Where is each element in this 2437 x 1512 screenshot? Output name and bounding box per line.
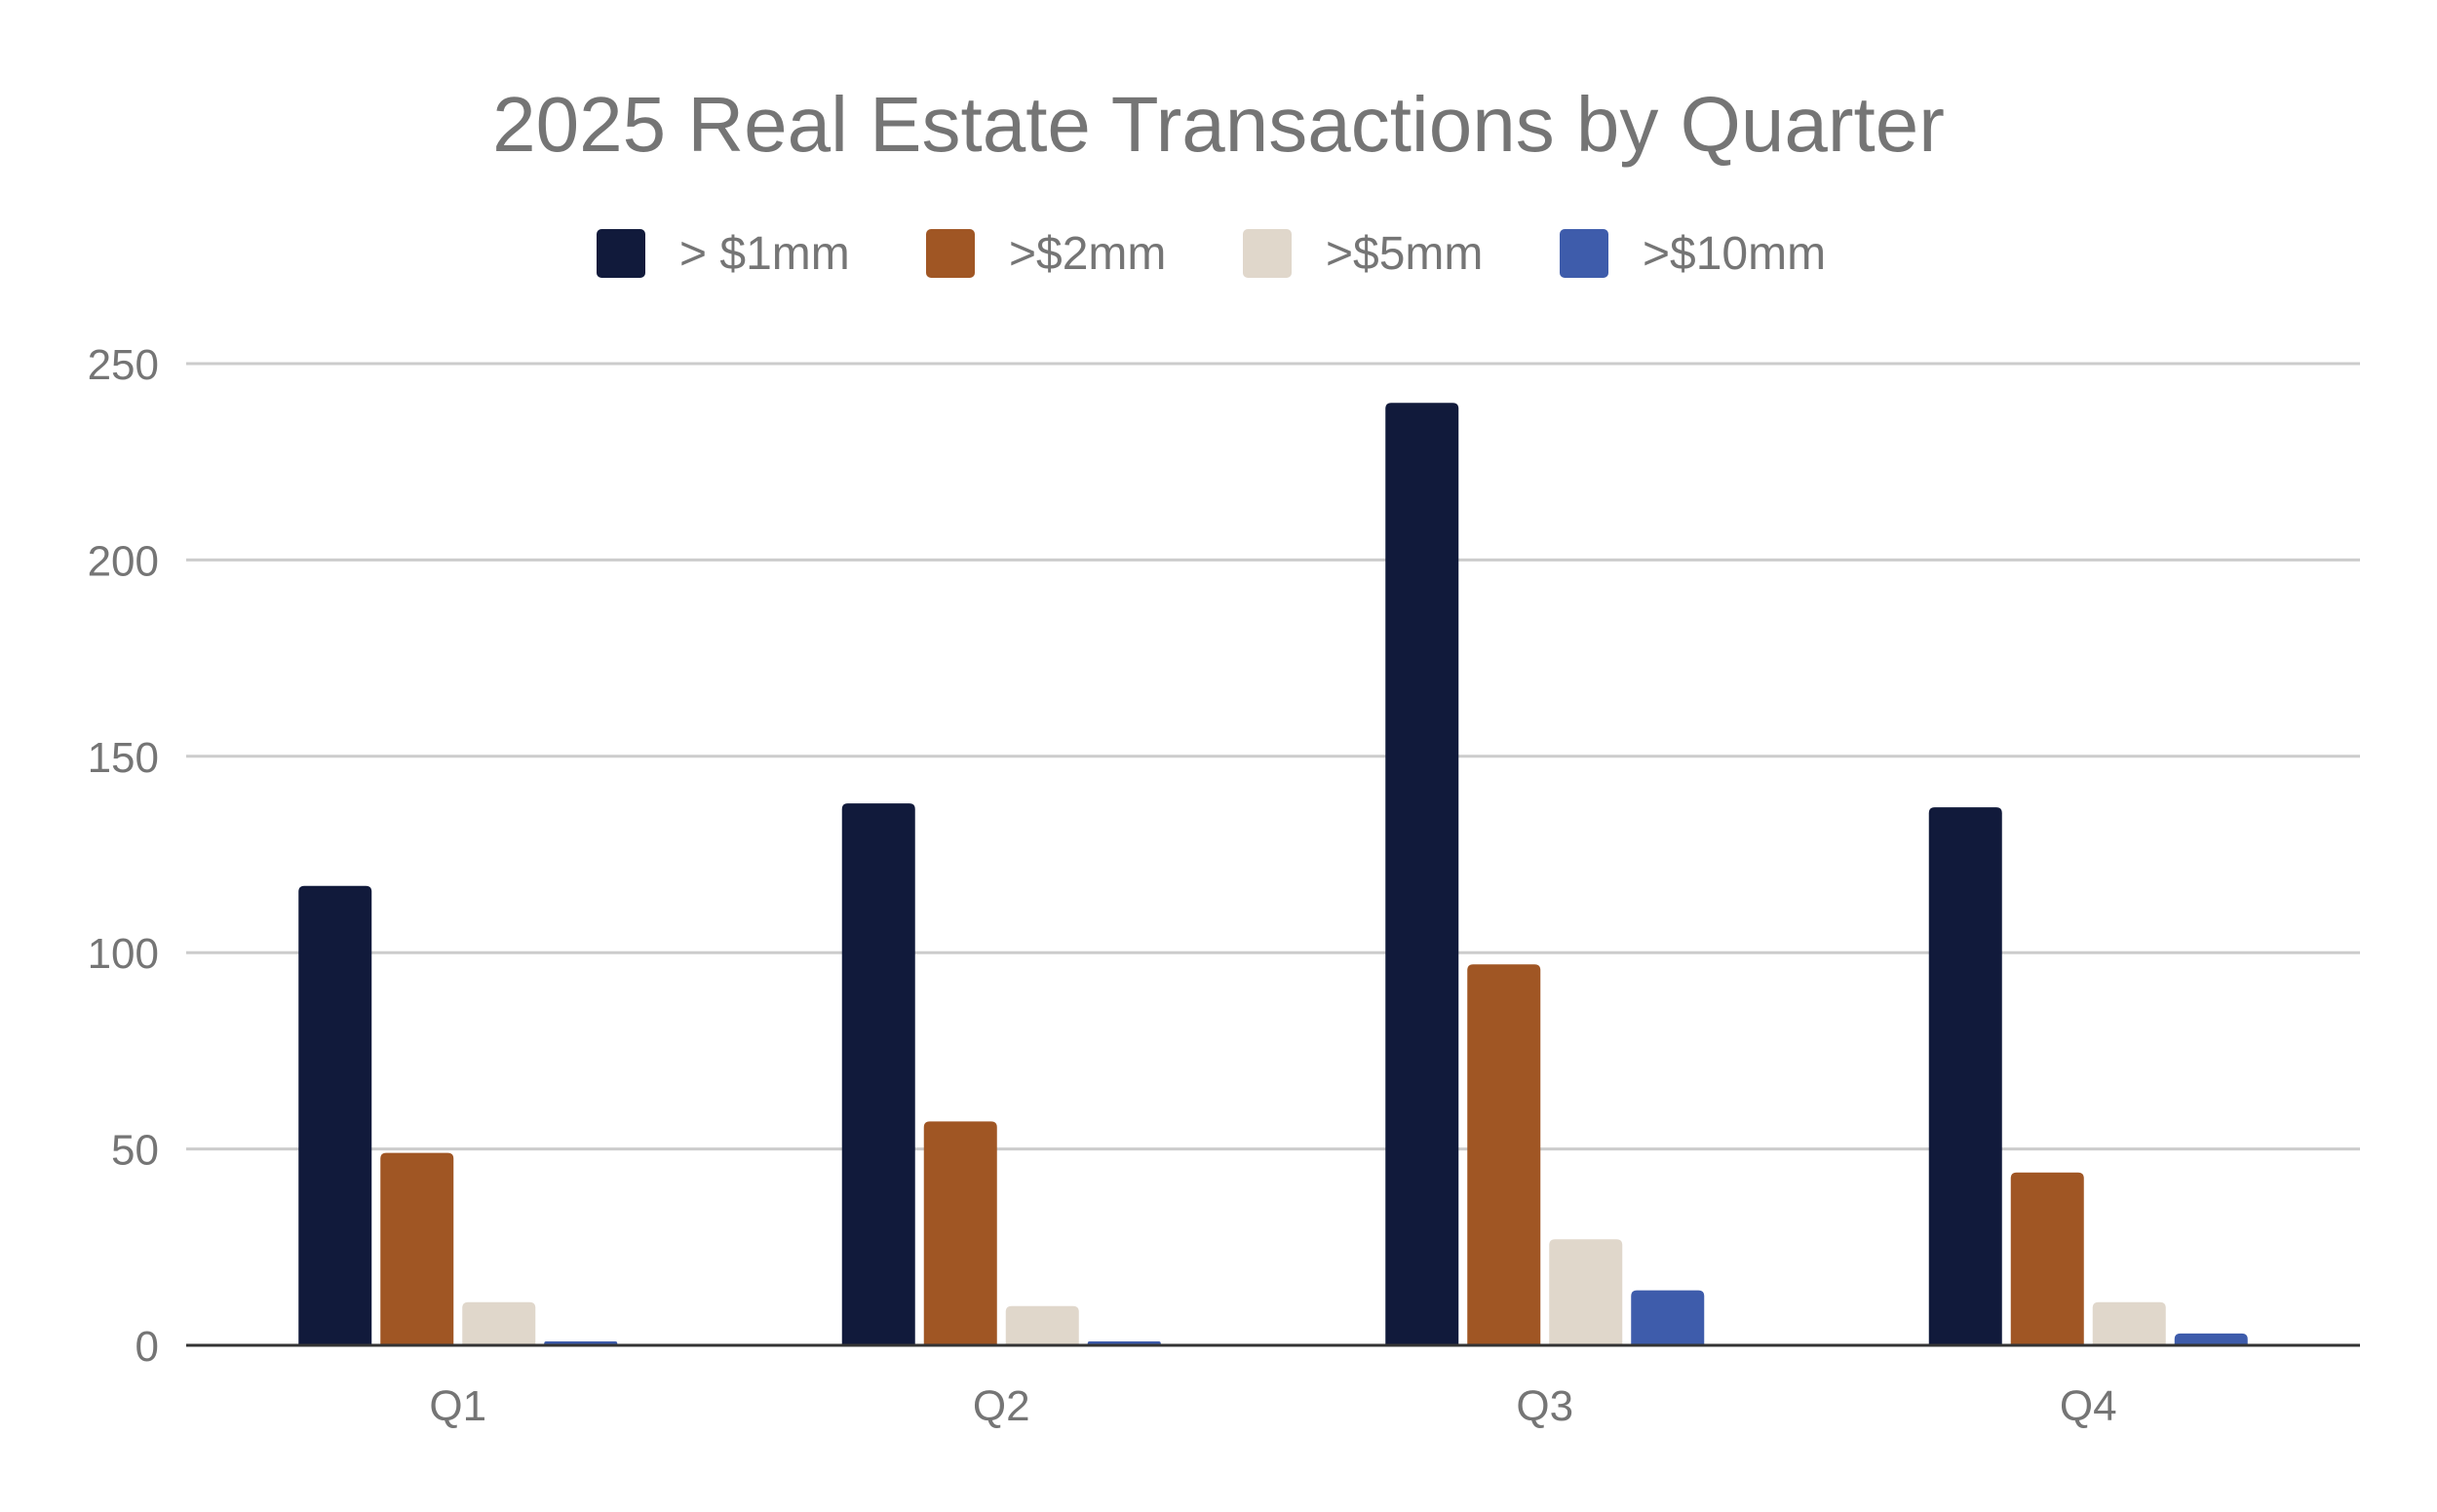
legend-label: >$10mm [1643, 228, 1826, 280]
legend-swatch [1243, 229, 1292, 278]
bars [298, 403, 2248, 1345]
bar-q1-series-1 [380, 1152, 454, 1345]
legend-swatch [926, 229, 975, 278]
legend-item: >$10mm [1560, 228, 1826, 280]
legend-item: > $1mm [597, 228, 850, 280]
legend-item: >$2mm [926, 228, 1166, 280]
bar-q2-series-2 [1005, 1305, 1079, 1345]
x-axis-ticks: Q1 Q2 Q3 Q4 [429, 1382, 2116, 1430]
bar-q4-series-0 [1928, 807, 2002, 1345]
gridlines [186, 362, 2360, 1151]
bar-q4-series-3 [2174, 1333, 2248, 1345]
legend-label: >$5mm [1326, 228, 1483, 280]
y-tick-label: 0 [135, 1323, 159, 1371]
bar-q4-series-1 [2010, 1172, 2084, 1345]
bar-q1-series-0 [298, 885, 372, 1345]
bar-q4-series-2 [2092, 1301, 2166, 1345]
x-tick-label: Q2 [973, 1382, 1030, 1430]
bar-q2-series-0 [841, 803, 915, 1345]
y-tick-label: 50 [111, 1127, 159, 1175]
legend-item: >$5mm [1243, 228, 1483, 280]
x-tick-label: Q3 [1516, 1382, 1573, 1430]
legend: > $1mm >$2mm >$5mm >$10mm [597, 228, 1826, 280]
bar-q3-series-2 [1549, 1239, 1623, 1345]
legend-label: > $1mm [679, 228, 850, 280]
x-tick-label: Q4 [2060, 1382, 2117, 1430]
x-tick-label: Q1 [429, 1382, 486, 1430]
y-tick-label: 150 [88, 734, 159, 782]
chart-title: 2025 Real Estate Transactions by Quarter [492, 81, 1945, 168]
bar-q1-series-2 [462, 1301, 536, 1345]
y-tick-label: 200 [88, 537, 159, 585]
legend-swatch [1560, 229, 1608, 278]
y-tick-label: 100 [88, 930, 159, 978]
y-axis-ticks: 0 50 100 150 200 250 [88, 341, 159, 1371]
bar-q2-series-1 [923, 1121, 997, 1345]
legend-swatch [597, 229, 645, 278]
bar-q3-series-3 [1631, 1290, 1705, 1345]
bar-q3-series-0 [1385, 403, 1459, 1345]
legend-label: >$2mm [1009, 228, 1166, 280]
bar-q3-series-1 [1467, 964, 1541, 1345]
y-tick-label: 250 [88, 341, 159, 389]
